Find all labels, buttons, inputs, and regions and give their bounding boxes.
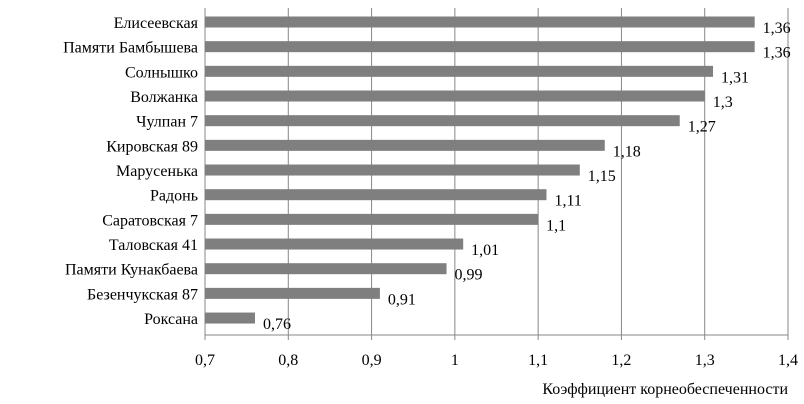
bar [205,65,714,77]
bar [205,16,755,28]
value-label: 1,3 [713,94,733,111]
value-label: 1,11 [554,193,581,210]
category-label: Памяти Бамбышева [63,40,198,57]
x-tick-label: 1 [451,352,459,369]
bar [205,312,255,324]
category-label: Марусенька [116,163,198,180]
x-tick-label: 0,7 [195,352,215,369]
value-label: 1,15 [588,168,616,185]
value-label: 1,27 [688,119,716,136]
value-label: 1,01 [471,242,499,259]
value-labels: 1,36 1,36 1,31 1,3 1,27 1,18 1,15 1,11 1,1 1,01 0,… [263,20,791,333]
category-label: Солнышко [125,64,198,81]
value-label: 0,99 [455,267,483,284]
value-label: 0,91 [388,291,416,308]
bars [205,16,755,324]
bar [205,189,547,201]
bar [205,164,580,176]
x-tick-label: 1,3 [695,352,715,369]
x-tick-label: 0,9 [362,352,382,369]
category-label: Чулпан 7 [136,114,198,131]
bar [205,115,680,127]
value-label: 1,31 [721,69,749,86]
bar [205,41,755,53]
x-tick-label: 1,2 [611,352,631,369]
category-label: Таловская 41 [109,237,198,254]
x-axis-title: Коэффициент корнеобеспеченности [542,381,788,398]
bar [205,287,380,299]
bar [205,213,539,225]
category-label: Кировская 89 [106,138,198,155]
category-label: Безенчукская 87 [87,286,198,303]
category-label: Саратовская 7 [102,212,198,229]
x-tick-label: 1,4 [778,352,798,369]
category-label: Волжанка [130,89,198,106]
bar [205,238,464,250]
category-label: Памяти Кунакбаева [65,262,198,279]
category-label: Елисеевская [114,15,199,32]
category-label: Радонь [150,188,198,205]
category-label: Роксана [144,311,198,328]
x-tick-label: 1,1 [528,352,548,369]
bar [205,90,705,102]
value-label: 1,36 [763,20,791,37]
value-label: 0,76 [263,316,291,333]
bar [205,139,605,151]
category-labels: Елисеевская Памяти Бамбышева Солнышко Волжа… [63,15,199,328]
bar [205,263,447,275]
value-label: 1,1 [546,217,566,234]
x-tick-label: 0,8 [278,352,298,369]
x-tick-labels: 0,7 0,8 0,9 1 1,1 1,2 1,3 1,4 [195,352,798,369]
value-label: 1,18 [613,143,641,160]
value-label: 1,36 [763,45,791,62]
